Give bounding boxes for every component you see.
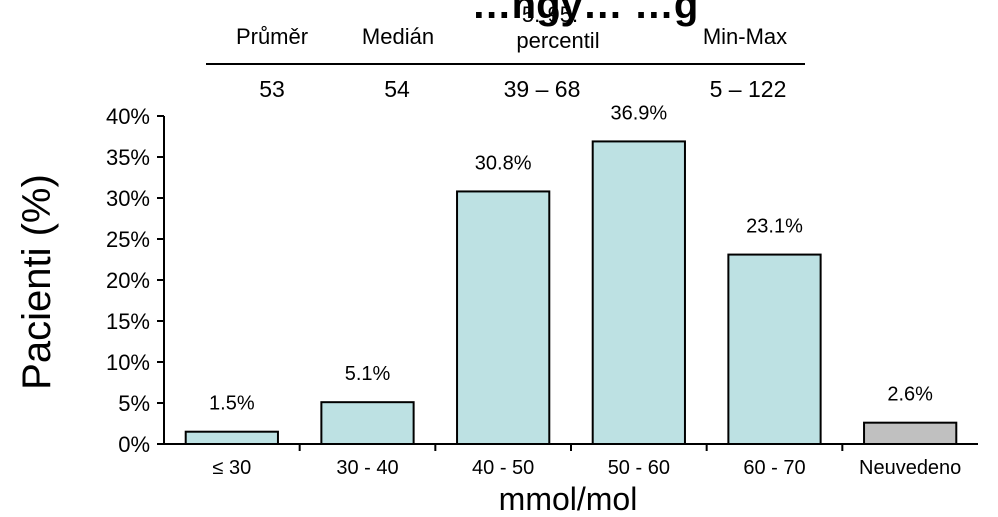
data-label: 1.5%: [209, 393, 255, 415]
y-tick-label: 15%: [106, 309, 150, 334]
bar: [456, 190, 551, 445]
axes: [163, 116, 978, 445]
stat-value-median: 54: [384, 76, 410, 102]
y-axis-ticks: 0% 5% 10% 15% 20% 25% 30% 35% 40%: [106, 104, 164, 457]
x-axis-ticks: ≤ 30 30 - 40 40 - 50 50 - 60 60 - 70 Neuveden…: [212, 444, 961, 479]
data-label: 36.9%: [610, 102, 667, 124]
x-tick-label: 60 - 70: [743, 457, 805, 479]
y-tick-label: 10%: [106, 350, 150, 375]
bar: [727, 253, 822, 445]
y-tick-label: 40%: [106, 104, 150, 129]
x-tick-label: 30 - 40: [336, 457, 398, 479]
y-tick-label: 20%: [106, 268, 150, 293]
y-tick-label: 35%: [106, 145, 150, 170]
stat-header-median: Medián: [362, 24, 434, 49]
stat-header-percentile-line1: 5.-95.: [522, 2, 578, 27]
stat-value-mean: 53: [259, 76, 285, 102]
x-tick-label: Neuvedeno: [859, 457, 961, 479]
stat-value-minmax: 5 – 122: [710, 76, 787, 102]
stat-header-mean: Průměr: [236, 24, 308, 49]
bar: [320, 401, 415, 445]
stat-header-percentile-line2: percentil: [516, 28, 599, 53]
data-label: 30.8%: [475, 152, 532, 174]
bar: [863, 421, 958, 445]
y-tick-label: 5%: [118, 391, 150, 416]
x-tick-label: 50 - 60: [608, 457, 670, 479]
y-tick-label: 0%: [118, 432, 150, 457]
bars: 1.5% 5.1% 30.8% 36.9% 23.1% 2.6%: [184, 102, 958, 446]
stat-header-minmax: Min-Max: [703, 24, 787, 49]
x-tick-label: ≤ 30: [212, 457, 251, 479]
bar: [184, 430, 279, 446]
data-label: 5.1%: [345, 363, 391, 385]
data-label: 23.1%: [746, 216, 803, 238]
x-tick-label: 40 - 50: [472, 457, 534, 479]
bar: [591, 140, 686, 445]
chart-title: …ngy… …g: [472, 0, 699, 27]
stat-value-percentile: 39 – 68: [504, 76, 581, 102]
y-axis-label: Pacienti (%): [15, 174, 59, 390]
y-tick-label: 25%: [106, 227, 150, 252]
y-tick-label: 30%: [106, 186, 150, 211]
x-axis-label: mmol/mol: [499, 481, 638, 517]
data-label: 2.6%: [887, 384, 933, 406]
